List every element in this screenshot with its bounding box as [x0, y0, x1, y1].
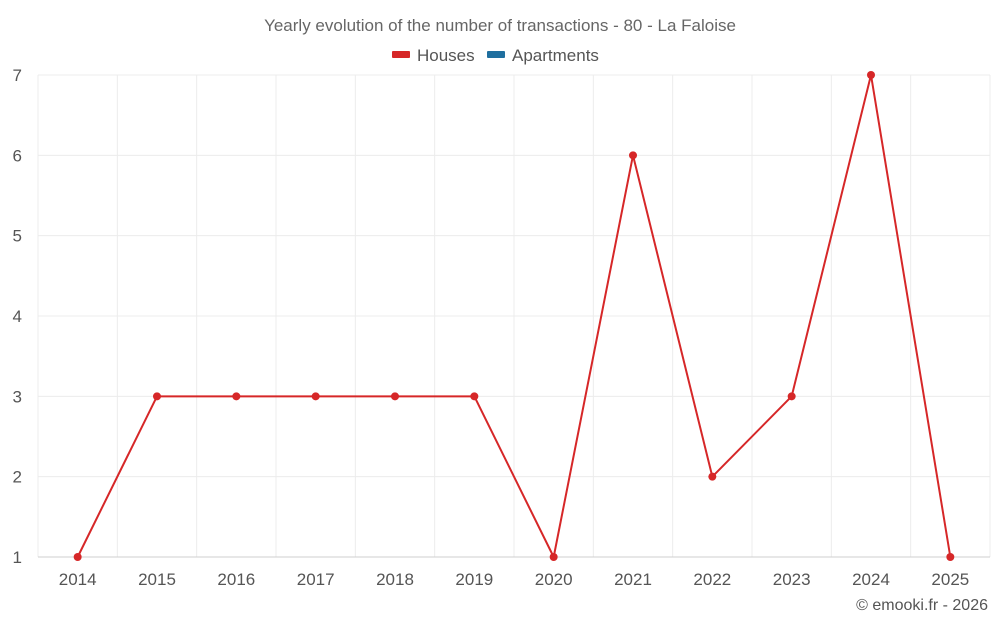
x-tick-label: 2022: [693, 570, 731, 589]
x-tick-label: 2020: [535, 570, 573, 589]
data-point[interactable]: [470, 392, 479, 401]
x-tick-label: 2023: [773, 570, 811, 589]
y-tick-label: 4: [13, 307, 22, 326]
credit-text: © emooki.fr - 2026: [856, 597, 988, 614]
chart-title: Yearly evolution of the number of transa…: [264, 16, 736, 35]
y-tick-label: 1: [13, 548, 22, 567]
x-tick-label: 2015: [138, 570, 176, 589]
x-tick-label: 2014: [59, 570, 97, 589]
y-axis-ticks: 1 2 3 4 5 6 7: [13, 66, 22, 567]
data-point[interactable]: [787, 392, 796, 401]
x-tick-label: 2019: [455, 570, 493, 589]
y-tick-label: 6: [13, 146, 22, 165]
legend-label-apartments[interactable]: Apartments: [512, 46, 599, 65]
y-tick-label: 7: [13, 66, 22, 85]
y-tick-label: 5: [13, 227, 22, 246]
series-line-houses: [76, 74, 952, 558]
data-point[interactable]: [153, 392, 161, 401]
x-tick-label: 2024: [852, 570, 890, 589]
x-tick-label: 2021: [614, 570, 652, 589]
data-point[interactable]: [629, 151, 637, 160]
series-layer: [73, 71, 955, 561]
x-tick-label: 2018: [376, 570, 414, 589]
data-point[interactable]: [73, 553, 82, 561]
data-point[interactable]: [311, 392, 320, 401]
x-tick-label: 2017: [297, 570, 335, 589]
data-point[interactable]: [232, 392, 241, 401]
x-tick-label: 2016: [217, 570, 255, 589]
y-tick-label: 3: [13, 387, 22, 406]
data-point[interactable]: [391, 392, 399, 401]
legend-label-houses[interactable]: Houses: [417, 46, 475, 65]
legend: Houses Apartments: [392, 46, 599, 65]
data-point[interactable]: [708, 472, 717, 481]
legend-swatch-apartments: [487, 51, 505, 58]
x-axis-ticks: 2014 2015 2016 2017 2018 2019 2020 2021 2022 2023…: [59, 570, 969, 589]
data-point[interactable]: [549, 553, 558, 561]
legend-swatch-houses: [392, 51, 410, 58]
data-point[interactable]: [867, 71, 875, 79]
x-tick-label: 2025: [931, 570, 969, 589]
y-tick-label: 2: [13, 468, 22, 487]
data-point[interactable]: [946, 553, 955, 561]
